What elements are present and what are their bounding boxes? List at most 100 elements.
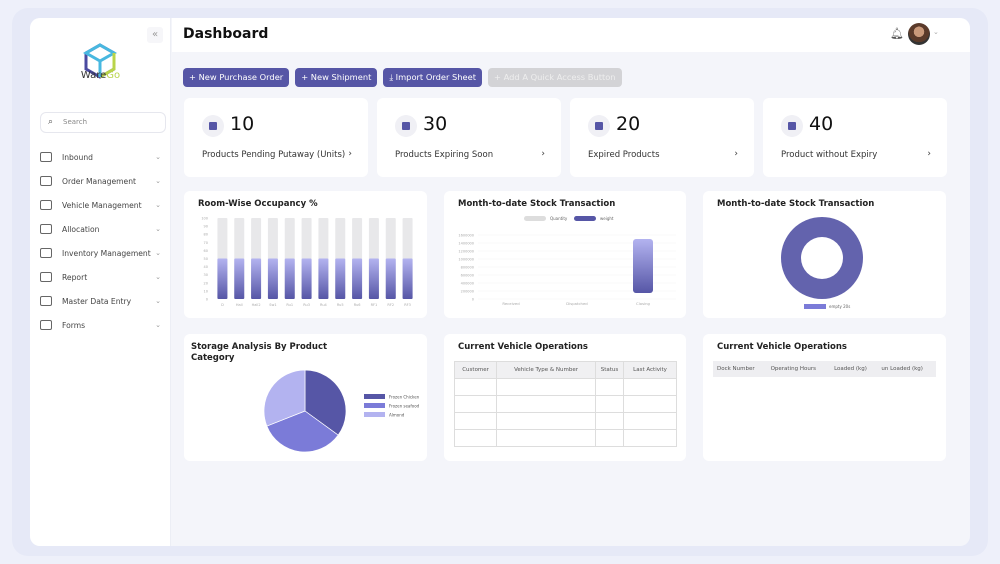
- sidebar-item-order-management[interactable]: Order Management ⌄: [30, 169, 171, 193]
- y-tick-label: 1400000: [458, 242, 474, 246]
- collapse-sidebar-button[interactable]: «: [147, 27, 163, 43]
- bar: [217, 258, 228, 299]
- sidebar-item-inventory-management[interactable]: Inventory Management ⌄: [30, 241, 171, 265]
- chevron-right-icon[interactable]: ›: [927, 149, 931, 159]
- x-tick-label: Ru1: [286, 303, 293, 307]
- x-tick-label: Dispatched: [566, 301, 588, 306]
- x-tick-label: D: [221, 303, 224, 307]
- table-row: [453, 412, 677, 430]
- occupancy-card: Room-Wise Occupancy % 0 10 20 30 40 50 60 70 80 9…: [184, 191, 427, 318]
- legend-swatch: [364, 412, 385, 417]
- box-icon: [781, 115, 803, 137]
- y-tick-label: 20: [204, 281, 208, 285]
- kpi-label: Product without Expiry: [781, 150, 878, 160]
- table-row: [453, 429, 677, 447]
- forms-icon: [40, 320, 52, 330]
- chevron-down-icon: ⌄: [155, 321, 161, 329]
- y-tick-label: 90: [204, 225, 208, 229]
- x-tick-label: Hall: [236, 303, 243, 307]
- kpi-card[interactable]: 40 Product without Expiry ›: [763, 98, 947, 177]
- x-tick-label: Ru4: [320, 303, 327, 307]
- pie-slice: [263, 369, 306, 427]
- chevron-down-icon: ⌄: [155, 177, 161, 185]
- card-title: Current Vehicle Operations: [717, 342, 847, 352]
- y-tick-label: 60: [204, 249, 208, 253]
- legend-swatch: [364, 403, 385, 408]
- bar: [251, 258, 262, 299]
- kpi-card[interactable]: 20 Expired Products ›: [570, 98, 754, 177]
- search-input[interactable]: ⌕ Search: [40, 112, 166, 133]
- logo-icon: [82, 43, 118, 79]
- chevron-right-icon[interactable]: ›: [734, 149, 738, 159]
- page-title: Dashboard: [183, 26, 269, 42]
- donut-hole: [801, 237, 843, 279]
- stock-transaction-card: Month-to-date Stock Transaction Quantity…: [444, 191, 686, 318]
- kpi-label: Expired Products: [588, 150, 660, 160]
- sidebar-item-report[interactable]: Report ⌄: [30, 265, 171, 289]
- chevron-down-icon: ⌄: [155, 297, 161, 305]
- chevron-right-icon[interactable]: ›: [541, 149, 545, 159]
- column-header: Last Activity: [623, 361, 677, 379]
- legend-label: Frozen seafood: [389, 404, 420, 409]
- kpi-card[interactable]: 30 Products Expiring Soon ›: [377, 98, 561, 177]
- sidebar-item-inbound[interactable]: Inbound ⌄: [30, 145, 171, 169]
- order-icon: [40, 176, 52, 186]
- inventory-icon: [40, 248, 52, 258]
- new-purchase-order-button[interactable]: + New Purchase Order: [183, 68, 290, 87]
- chevron-right-icon[interactable]: ›: [348, 149, 352, 159]
- bell-icon[interactable]: 🔔︎: [890, 27, 904, 40]
- search-icon: ⌕: [48, 117, 54, 127]
- avatar[interactable]: [908, 23, 930, 45]
- y-tick-label: 1000000: [458, 258, 474, 262]
- vehicle-operations-table: Customer Vehicle Type & Number Status Last …: [453, 361, 677, 447]
- sidebar-item-forms[interactable]: Forms ⌄: [30, 313, 171, 337]
- box-icon: [395, 115, 417, 137]
- box-icon: [202, 115, 224, 137]
- import-order-sheet-button[interactable]: ⤓ Import Order Sheet: [383, 68, 483, 87]
- pie-slice: [304, 369, 347, 436]
- x-tick-label: Ru5: [337, 303, 344, 307]
- chevron-down-icon: ⌄: [155, 153, 161, 161]
- sidebar-item-allocation[interactable]: Allocation ⌄: [30, 217, 171, 241]
- bar: [352, 258, 363, 299]
- kpi-value: 30: [423, 113, 448, 135]
- add-quick-access-button[interactable]: + Add A Quick Access Button: [488, 68, 622, 87]
- kpi-value: 40: [809, 113, 834, 135]
- sidebar-item-vehicle-management[interactable]: Vehicle Management ⌄: [30, 193, 171, 217]
- table-row: [453, 378, 677, 396]
- x-tick-label: Closing: [636, 301, 650, 306]
- y-tick-label: 400000: [461, 282, 474, 286]
- stock-donut-card: Month-to-date Stock Transaction empty 20…: [703, 191, 946, 318]
- y-tick-label: 40: [204, 265, 208, 269]
- y-tick-label: 0: [206, 298, 208, 302]
- x-tick-label: Hall2: [252, 303, 261, 307]
- chevron-down-icon[interactable]: ⌄: [933, 28, 939, 36]
- column-header: Loaded (kg): [830, 361, 878, 377]
- x-tick-label: RF1: [371, 303, 378, 307]
- y-tick-label: 0: [472, 298, 474, 302]
- x-tick-label: Ru3: [303, 303, 310, 307]
- chevron-down-icon: ⌄: [155, 201, 161, 209]
- column-header: Customer: [453, 361, 498, 379]
- legend-swatch: [804, 304, 826, 309]
- chart-title: Month-to-date Stock Transaction: [717, 199, 875, 209]
- sidebar-item-master-data-entry[interactable]: Master Data Entry ⌄: [30, 289, 171, 313]
- y-tick-label: 70: [204, 241, 208, 245]
- dock-operations-card: Current Vehicle Operations Dock Number Op…: [703, 334, 946, 461]
- report-icon: [40, 272, 52, 282]
- kpi-label: Products Expiring Soon: [395, 150, 494, 160]
- y-tick-label: 100: [201, 217, 208, 221]
- kpi-card[interactable]: 10 Products Pending Putaway (Units) ›: [184, 98, 368, 177]
- legend-swatch: [574, 216, 596, 221]
- header: Dashboard 🔔︎ ⌄: [172, 18, 970, 52]
- new-shipment-button[interactable]: + New Shipment: [295, 68, 378, 87]
- chart-title: Room-Wise Occupancy %: [198, 199, 318, 209]
- y-tick-label: 600000: [461, 274, 474, 278]
- table-row: [453, 395, 677, 413]
- x-tick-label: Received: [502, 301, 520, 306]
- y-tick-label: 800000: [461, 266, 474, 270]
- stock-donut-chart: empty 20s: [781, 217, 863, 309]
- dock-operations-table: Dock Number Operating Hours Loaded (kg) un …: [713, 361, 936, 377]
- y-tick-label: 50: [204, 257, 208, 261]
- y-tick-label: 200000: [461, 290, 474, 294]
